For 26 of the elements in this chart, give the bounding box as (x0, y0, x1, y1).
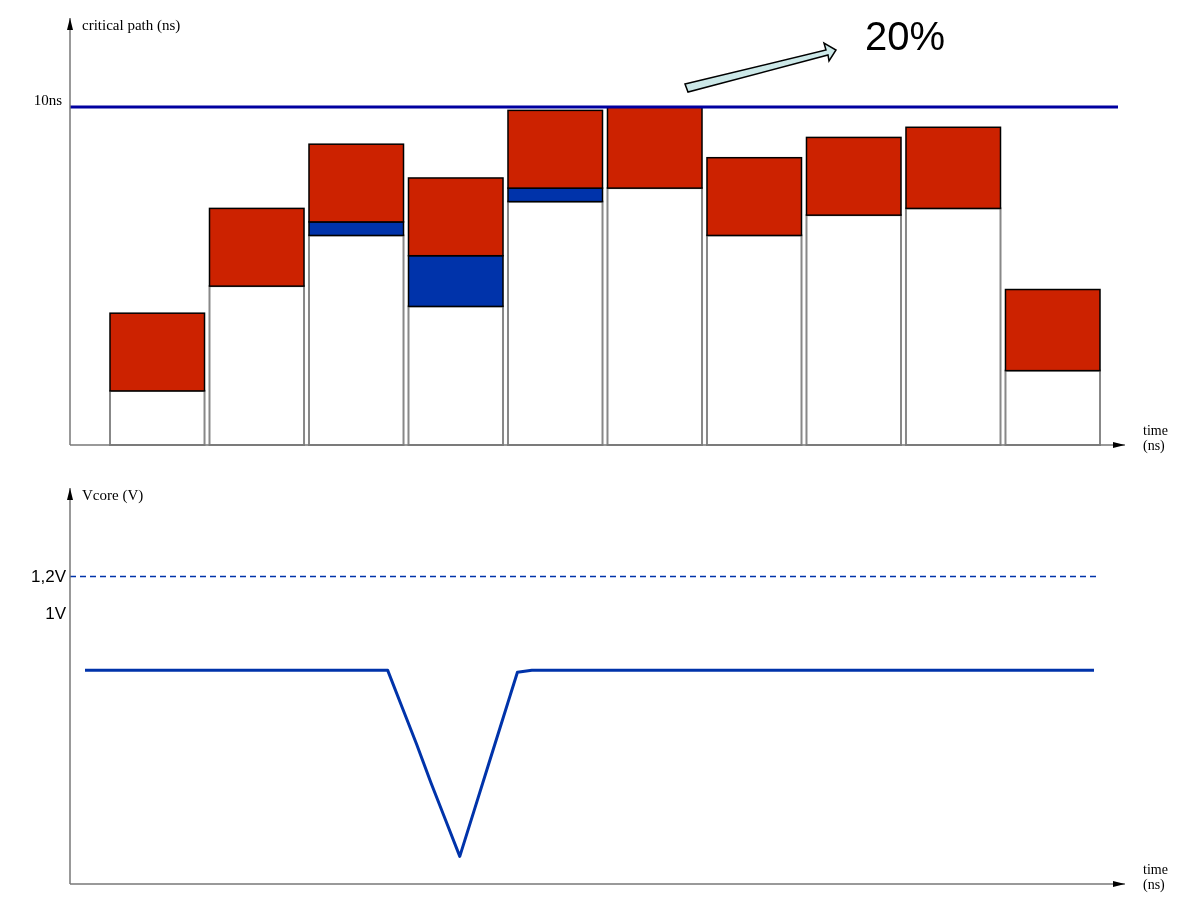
bar (506, 200, 604, 446)
y-axis-title: Vcore (V) (82, 487, 144, 504)
y-axis-title: critical path (ns) (82, 17, 181, 34)
bar (805, 136, 902, 216)
bar (606, 106, 703, 189)
bar (606, 187, 704, 446)
bar (904, 207, 1002, 446)
bar (308, 234, 405, 446)
y-tick-label: 1V (45, 604, 67, 624)
bar (407, 305, 505, 446)
line-series (83, 668, 1096, 858)
bar (109, 312, 206, 392)
bar (905, 126, 1002, 210)
bar (706, 156, 803, 237)
y-tick-label: 1,2V (31, 567, 67, 587)
bar (805, 214, 902, 446)
bar (1004, 369, 1101, 446)
bar (208, 207, 305, 287)
text: 20% (865, 14, 946, 58)
bar (208, 285, 306, 446)
x-axis-title: time (ns) (1143, 423, 1168, 454)
ref-line-label: 10ns (33, 92, 63, 108)
bar (109, 389, 206, 446)
bar (705, 234, 803, 446)
bar (1004, 288, 1101, 372)
x-axis-title: time (ns) (1143, 862, 1168, 893)
